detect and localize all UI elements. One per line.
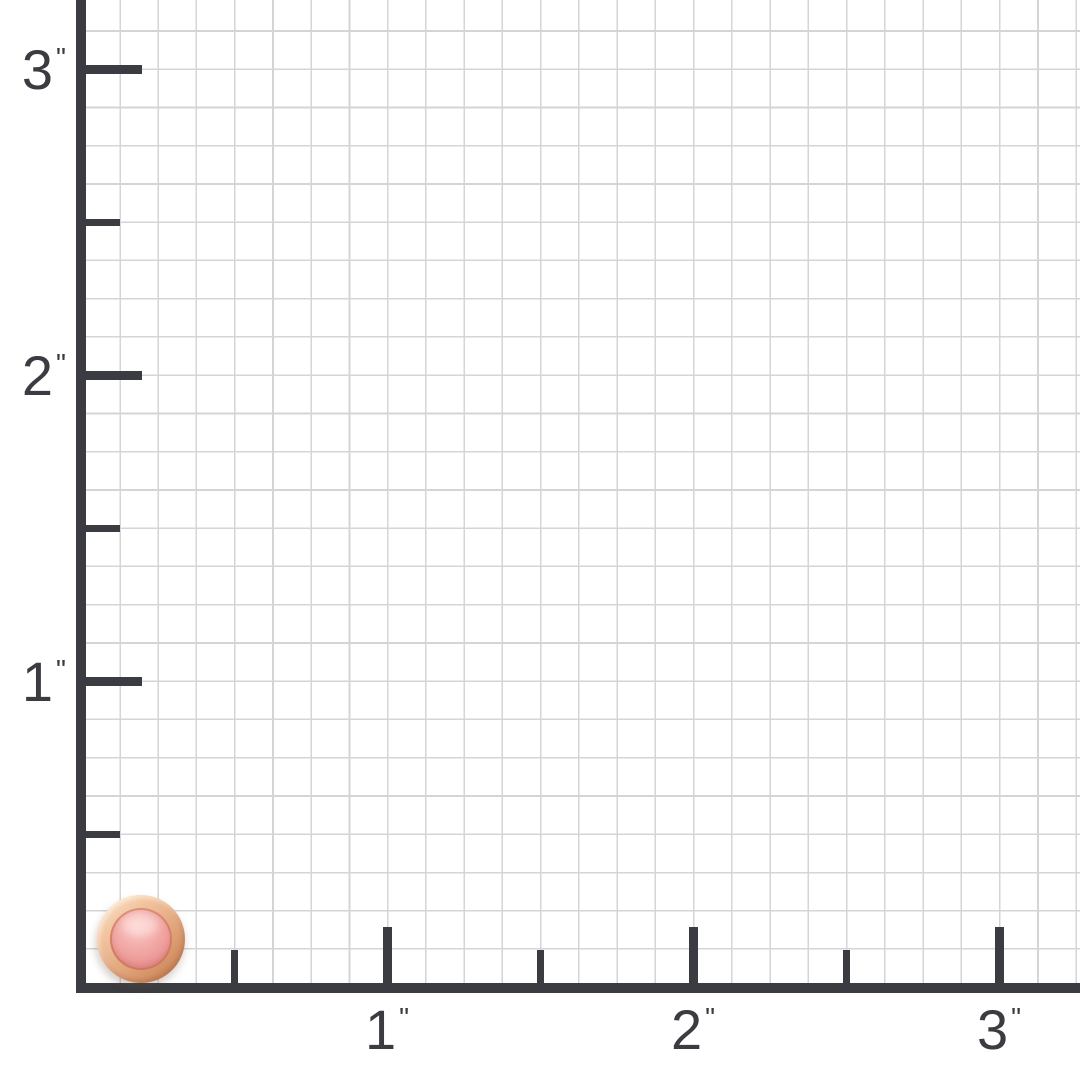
x-axis-label-1in: 1" bbox=[317, 1002, 457, 1068]
y-tick-minor-1-5in bbox=[76, 525, 120, 532]
y-axis-line bbox=[76, 0, 86, 993]
y-tick-minor-0-5in bbox=[76, 831, 120, 838]
x-label-value: 1 bbox=[364, 998, 398, 1061]
y-tick-major-3in bbox=[76, 65, 142, 74]
x-axis-line bbox=[76, 983, 1080, 993]
x-tick-major-1in bbox=[383, 927, 392, 983]
x-axis-label-3in: 3" bbox=[929, 1002, 1069, 1068]
inch-mark: " bbox=[705, 1002, 716, 1034]
y-label-value: 1 bbox=[21, 650, 55, 713]
inch-mark: " bbox=[1011, 1002, 1022, 1034]
pink-gemstone-stud-image bbox=[97, 895, 185, 983]
inch-mark: " bbox=[56, 654, 66, 686]
x-label-value: 2 bbox=[670, 998, 704, 1061]
x-tick-minor-2-5in bbox=[843, 950, 850, 983]
y-axis-label-2in: 2" bbox=[0, 348, 66, 414]
stone-highlight bbox=[122, 914, 158, 936]
y-tick-major-1in bbox=[76, 677, 142, 686]
y-axis-label-3in: 3" bbox=[0, 42, 66, 108]
x-tick-minor-0-5in bbox=[231, 950, 238, 983]
inch-mark: " bbox=[56, 42, 66, 74]
pink-cabochon-stone bbox=[110, 908, 172, 970]
x-tick-major-2in bbox=[689, 927, 698, 983]
measurement-grid bbox=[81, 0, 1080, 988]
inch-mark: " bbox=[56, 348, 66, 380]
x-axis-label-2in: 2" bbox=[623, 1002, 763, 1068]
y-tick-minor-2-5in bbox=[76, 219, 120, 226]
y-tick-major-2in bbox=[76, 371, 142, 380]
x-label-value: 3 bbox=[976, 998, 1010, 1061]
y-label-value: 3 bbox=[21, 38, 55, 101]
y-label-value: 2 bbox=[21, 344, 55, 407]
inch-mark: " bbox=[399, 1002, 410, 1034]
y-axis-label-1in: 1" bbox=[0, 654, 66, 720]
x-tick-major-3in bbox=[995, 927, 1004, 983]
x-tick-minor-1-5in bbox=[537, 950, 544, 983]
